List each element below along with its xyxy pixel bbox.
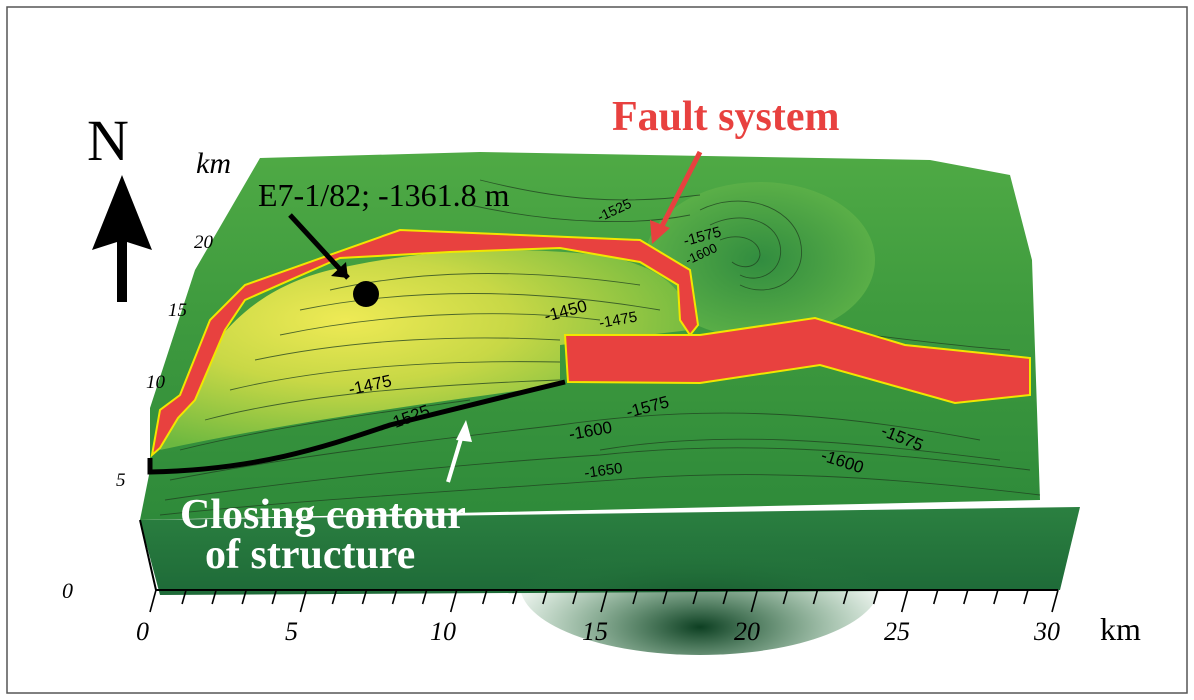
- fault-arrow: [657, 150, 703, 232]
- x-tick-label: 30: [1033, 617, 1060, 646]
- x-minor-tick: [361, 589, 368, 605]
- eastern-dome: [645, 182, 875, 338]
- x-major-tick: [449, 589, 458, 613]
- y-tick-label: 20: [194, 232, 214, 253]
- x-axis-unit: km: [1100, 611, 1141, 647]
- x-minor-tick: [932, 589, 939, 605]
- x-minor-tick: [632, 589, 638, 605]
- x-minor-tick: [842, 589, 849, 605]
- x-tick-label: 20: [734, 617, 760, 646]
- saddle-shadow: [520, 515, 880, 655]
- x-minor-tick: [211, 589, 217, 605]
- x-major-tick: [149, 589, 157, 613]
- contour-label-group: -1525 -1575 -1600 -1450 -1475 -1475 -152…: [347, 195, 926, 482]
- y-axis: km 20 15 10 5 0: [62, 147, 231, 603]
- x-tick-label: 25: [884, 617, 910, 646]
- x-minor-tick: [512, 589, 518, 605]
- x-tick-label: 5: [285, 617, 298, 646]
- closing-contour-label-2: of structure: [205, 532, 415, 578]
- x-major-tick: [1051, 589, 1059, 613]
- y-tick-label: 5: [116, 470, 126, 491]
- x-minor-tick: [542, 589, 548, 605]
- well-label: E7-1/82; -1361.8 m: [258, 177, 510, 213]
- x-minor-tick: [722, 589, 729, 605]
- x-minor-tick: [1023, 589, 1029, 605]
- x-minor-tick: [812, 589, 819, 605]
- closing-arrow-head: [456, 420, 472, 442]
- x-minor-tick: [391, 589, 398, 605]
- north-arrow-icon: [92, 175, 152, 302]
- y-axis-unit: km: [196, 147, 231, 180]
- y-tick-label: 15: [168, 300, 187, 321]
- fault-system-arc: [150, 228, 700, 458]
- north-label: N: [87, 108, 129, 173]
- x-minor-tick: [181, 589, 187, 605]
- x-major-tick: [600, 589, 608, 613]
- x-major-tick: [750, 589, 759, 613]
- well-arrow: [288, 213, 350, 280]
- closing-contour-line: [147, 379, 566, 475]
- well-marker: [353, 281, 379, 307]
- fault-system-label: Fault system: [612, 94, 839, 140]
- x-tick-label: 0: [136, 617, 149, 646]
- x-minor-tick: [662, 589, 668, 605]
- x-minor-tick: [963, 589, 969, 605]
- figure-frame: [6, 6, 1188, 694]
- fault-arrow-head: [650, 220, 670, 244]
- x-minor-tick: [271, 589, 278, 605]
- x-minor-tick: [481, 589, 488, 605]
- x-axis-ticks: [149, 589, 1059, 613]
- well-arrow-head: [331, 262, 348, 278]
- x-minor-tick: [993, 589, 999, 605]
- y-tick-label: 0: [62, 578, 73, 603]
- contour-label: -1475: [598, 309, 639, 332]
- x-major-tick: [299, 589, 308, 613]
- y-tick-label: 10: [146, 372, 166, 393]
- x-minor-tick: [782, 589, 789, 605]
- x-axis: 0 5 10 15 20 25 30 km: [136, 589, 1141, 647]
- x-tick-label: 15: [582, 617, 608, 646]
- x-minor-tick: [572, 589, 578, 605]
- x-minor-tick: [692, 589, 698, 605]
- x-minor-tick: [241, 589, 247, 605]
- x-minor-tick: [872, 589, 879, 605]
- x-tick-label: 10: [430, 617, 456, 646]
- fault-system-east: [563, 316, 1031, 405]
- contour-label: -1650: [583, 460, 623, 482]
- closing-contour-label-1: Closing contour: [180, 492, 466, 538]
- x-minor-tick: [331, 589, 338, 605]
- structure-dome: [160, 250, 690, 450]
- x-minor-tick: [421, 589, 428, 605]
- y-axis-line: [139, 519, 157, 591]
- x-major-tick: [900, 589, 909, 613]
